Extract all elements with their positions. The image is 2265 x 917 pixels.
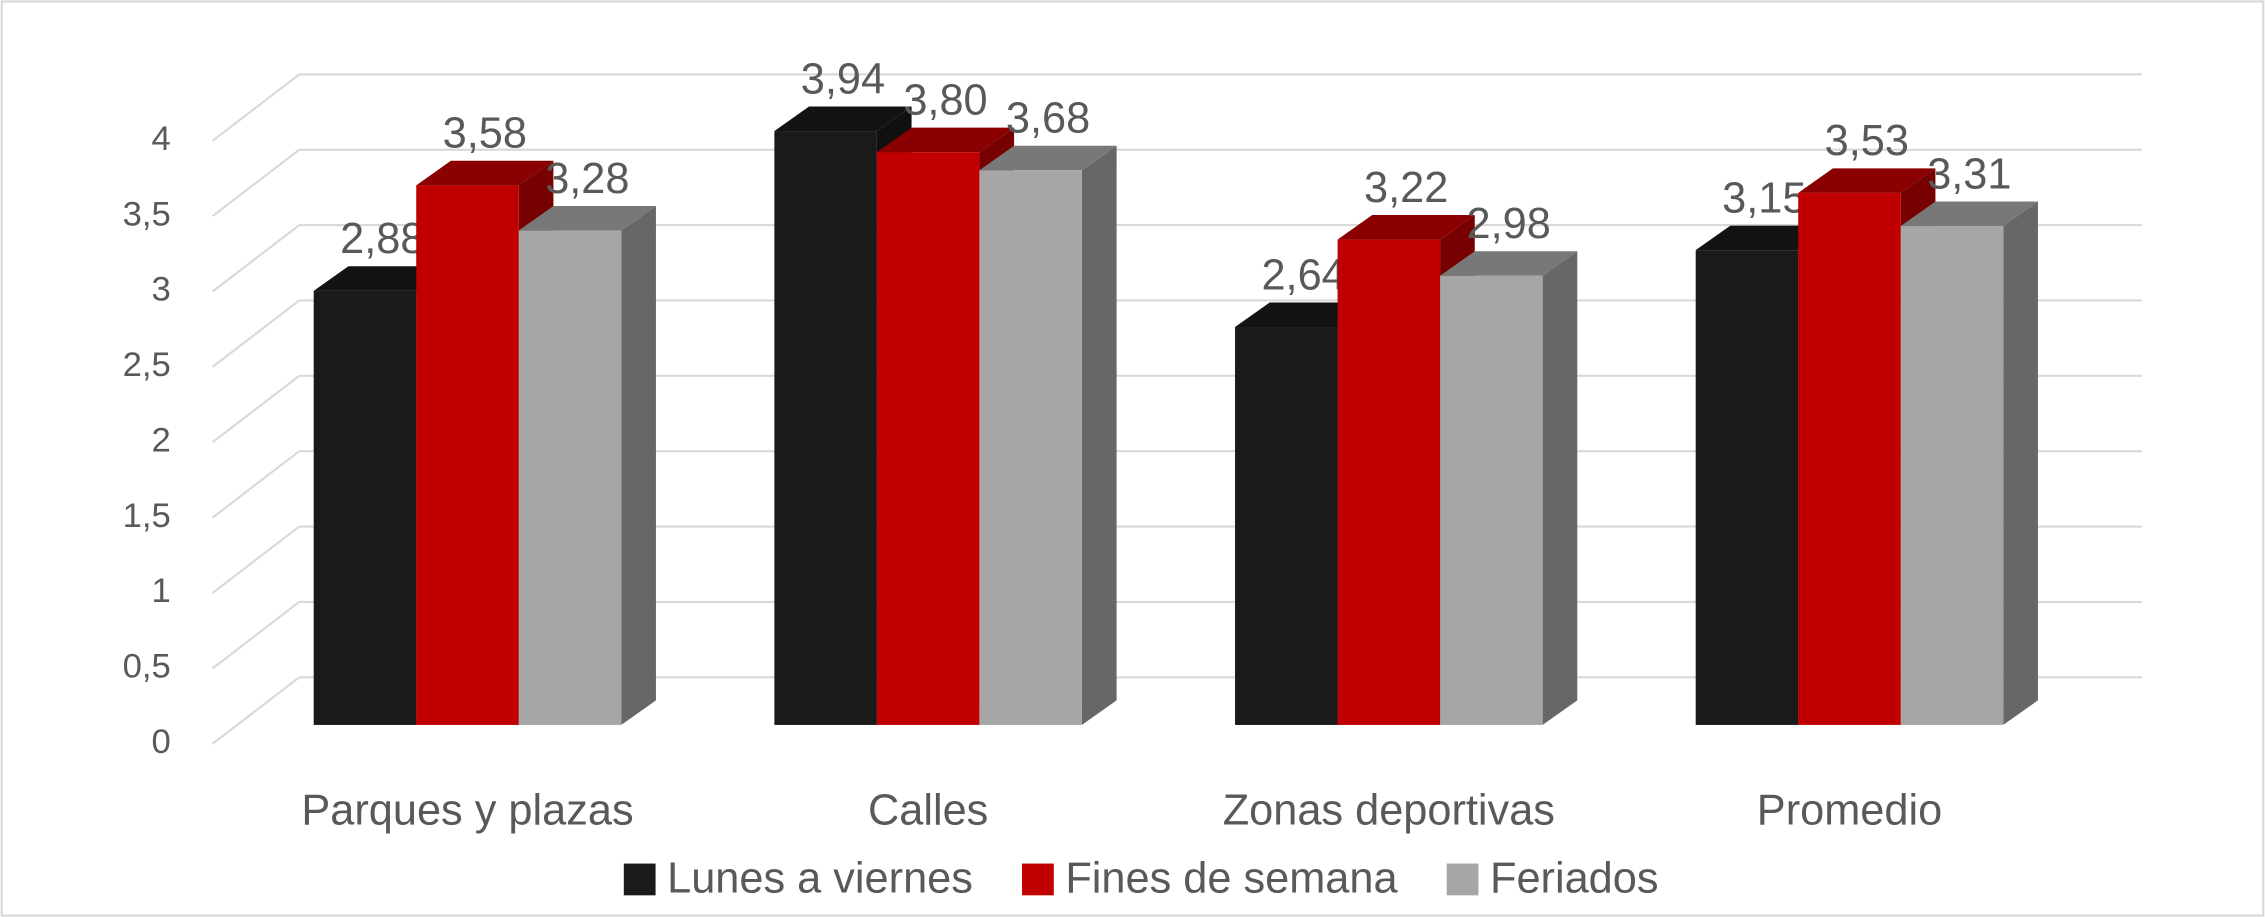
- grid-line-side: [211, 676, 300, 745]
- value-label: 3,68: [1006, 95, 1090, 143]
- legend-label: Feriados: [1490, 854, 1659, 902]
- bar: [774, 131, 877, 725]
- value-label: 3,28: [545, 155, 629, 203]
- bar: [1440, 275, 1543, 725]
- value-label: 2,98: [1467, 200, 1551, 248]
- grid-line-side: [211, 148, 300, 218]
- bar-top: [416, 160, 554, 186]
- bar-top: [1798, 168, 1936, 193]
- bar: [1798, 192, 1901, 725]
- y-tick-label: 2: [151, 421, 170, 459]
- legend-label: Fines de semana: [1065, 854, 1398, 902]
- y-tick-label: 1,5: [123, 497, 171, 535]
- y-tick-label: 2,5: [123, 346, 171, 384]
- grid-line-side: [211, 450, 300, 519]
- bar: [518, 230, 622, 725]
- x-tick-label: Promedio: [1757, 786, 1942, 834]
- y-tick-label: 0,5: [123, 648, 171, 686]
- x-tick-label: Calles: [868, 786, 988, 834]
- bar-side: [621, 206, 656, 725]
- bar-top: [774, 106, 912, 132]
- bar-top: [979, 145, 1117, 171]
- value-label: 3,58: [443, 110, 527, 158]
- bar: [1337, 239, 1441, 725]
- y-tick-label: 3: [151, 271, 170, 309]
- grid-line-side: [211, 224, 300, 293]
- legend-swatch: [1022, 863, 1054, 896]
- grid-line-side: [211, 374, 300, 444]
- bar: [1235, 327, 1338, 725]
- grid-line-side: [211, 525, 300, 594]
- bar-side: [1542, 251, 1578, 725]
- bar: [876, 152, 980, 725]
- bar-side: [2003, 201, 2038, 725]
- value-label: 2,88: [340, 215, 424, 263]
- bar-top: [1440, 251, 1578, 276]
- grid-line-side: [211, 601, 300, 670]
- bar: [313, 290, 417, 725]
- value-label: 2,64: [1261, 251, 1345, 299]
- legend-swatch: [1446, 863, 1479, 896]
- value-label: 3,53: [1825, 117, 1909, 165]
- bar: [416, 185, 519, 725]
- grid-line-side: [211, 299, 300, 368]
- bar-top: [1337, 215, 1475, 240]
- bar-side: [1081, 145, 1117, 725]
- y-tick-label: 1: [151, 572, 170, 610]
- bar: [1695, 250, 1799, 725]
- value-label: 3,22: [1364, 164, 1448, 212]
- legend-label: Lunes a viernes: [667, 854, 973, 902]
- bar-top: [518, 206, 656, 231]
- x-tick-label: Zonas deportivas: [1223, 786, 1555, 834]
- x-tick-label: Parques y plazas: [301, 786, 633, 834]
- y-tick-label: 0: [151, 723, 170, 761]
- value-label: 3,80: [903, 77, 987, 125]
- y-tick-label: 3,5: [123, 195, 171, 233]
- value-label: 3,94: [801, 55, 885, 103]
- value-label: 3,31: [1927, 150, 2011, 198]
- bar-top: [876, 127, 1015, 153]
- bar: [1900, 226, 2004, 725]
- y-tick-label: 4: [151, 120, 170, 158]
- value-label: 3,15: [1722, 174, 1806, 222]
- bar: [979, 170, 1082, 725]
- bar-top: [1900, 201, 2038, 227]
- grid-line-side: [211, 73, 300, 142]
- legend-swatch: [623, 863, 656, 896]
